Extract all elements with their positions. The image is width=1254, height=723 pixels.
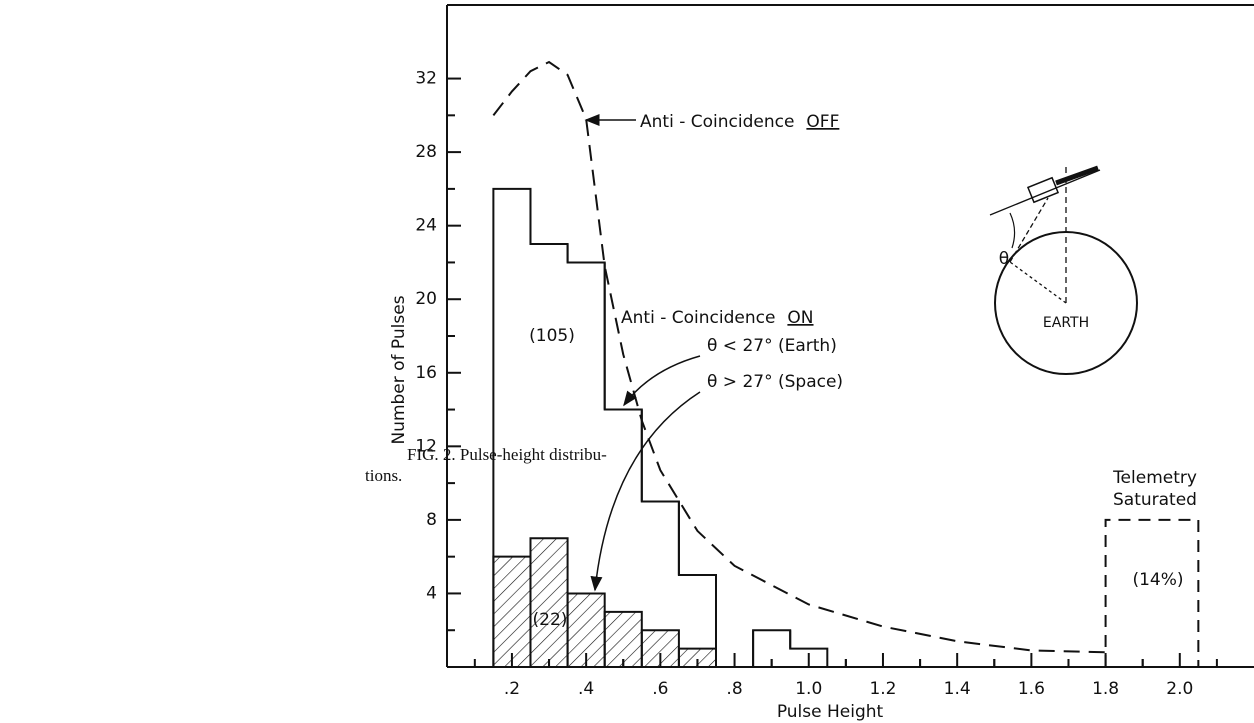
annotation-text: θ < 27° (Earth) — [707, 336, 837, 356]
x-tick-label: 1.2 — [869, 679, 896, 699]
arrow — [590, 391, 701, 592]
histogram-bar — [603, 610, 643, 668]
y-axis-label: Number of Pulses — [389, 295, 409, 444]
annotation-text: θ > 27° (Space) — [707, 372, 843, 392]
radius — [1009, 261, 1067, 304]
annotation: Anti - Coincidence OFF — [640, 112, 839, 132]
annotation: (14%) — [1132, 570, 1183, 590]
y-tick-label: 20 — [415, 289, 437, 309]
caption: FIG. 2. Pulse-height distribu- — [407, 445, 607, 464]
annotation: Anti - Coincidence ON — [621, 308, 814, 328]
histogram-bar — [529, 537, 569, 668]
histogram-bar — [529, 188, 569, 263]
x-tick-label: 1.4 — [944, 679, 971, 699]
x-tick-label: 2.0 — [1166, 679, 1193, 699]
annotation-text: θ — [999, 249, 1009, 269]
histogram-bar — [566, 592, 606, 668]
annotation: (105) — [529, 326, 575, 346]
annotation-emphasis: OFF — [806, 112, 839, 132]
histogram-bar — [603, 262, 643, 502]
annotation-text: Anti - Coincidence — [640, 112, 794, 132]
x-tick-label: .2 — [504, 679, 520, 699]
x-tick-label: .8 — [726, 679, 742, 699]
detector-tube — [1055, 165, 1099, 186]
histogram-bar — [492, 555, 532, 668]
histogram-bar — [789, 630, 829, 667]
annotation: θ < 27° (Earth) — [707, 336, 837, 356]
line-of-sight — [1009, 197, 1049, 263]
annotation-text: (105) — [529, 326, 575, 346]
histogram-bar — [1104, 518, 1200, 667]
y-tick-label: 32 — [415, 69, 437, 89]
annotation-text: Telemetry — [1112, 468, 1197, 488]
annotation: Telemetry — [1112, 468, 1197, 488]
angle-arc — [1009, 212, 1016, 249]
annotation-text: Saturated — [1113, 490, 1197, 510]
x-tick-label: 1.6 — [1018, 679, 1045, 699]
x-tick-label: 1.0 — [795, 679, 822, 699]
annotation-text: EARTH — [1043, 315, 1089, 331]
y-tick-label: 28 — [415, 142, 437, 162]
y-tick-label: 4 — [426, 583, 437, 603]
y-tick-label: 8 — [426, 510, 437, 530]
y-tick-label: 24 — [415, 216, 437, 236]
annotation-text: (14%) — [1132, 570, 1183, 590]
histogram-bar — [640, 629, 680, 668]
annotation-text: Anti - Coincidence — [621, 308, 775, 328]
annotation: θ — [999, 249, 1009, 269]
histogram-bar — [677, 647, 717, 668]
x-tick-label: 1.8 — [1092, 679, 1119, 699]
histogram-bar — [677, 501, 717, 667]
x-tick-label: .6 — [652, 679, 668, 699]
caption: tions. — [365, 466, 402, 485]
annotation-text: (22) — [533, 610, 568, 630]
y-tick-label: 16 — [415, 363, 437, 383]
annotation: Saturated — [1113, 490, 1197, 510]
x-axis-label: Pulse Height — [777, 702, 884, 722]
x-tick-label: .4 — [578, 679, 594, 699]
annotation: θ > 27° (Space) — [707, 372, 843, 392]
curve — [492, 60, 1106, 654]
arrow — [623, 355, 701, 407]
annotation: (22) — [533, 610, 568, 630]
annotation-emphasis: ON — [787, 308, 813, 328]
y-tick-label: 12 — [415, 436, 437, 456]
detector — [1026, 176, 1060, 204]
horizon — [989, 169, 1101, 216]
annotation: EARTH — [1043, 315, 1089, 331]
